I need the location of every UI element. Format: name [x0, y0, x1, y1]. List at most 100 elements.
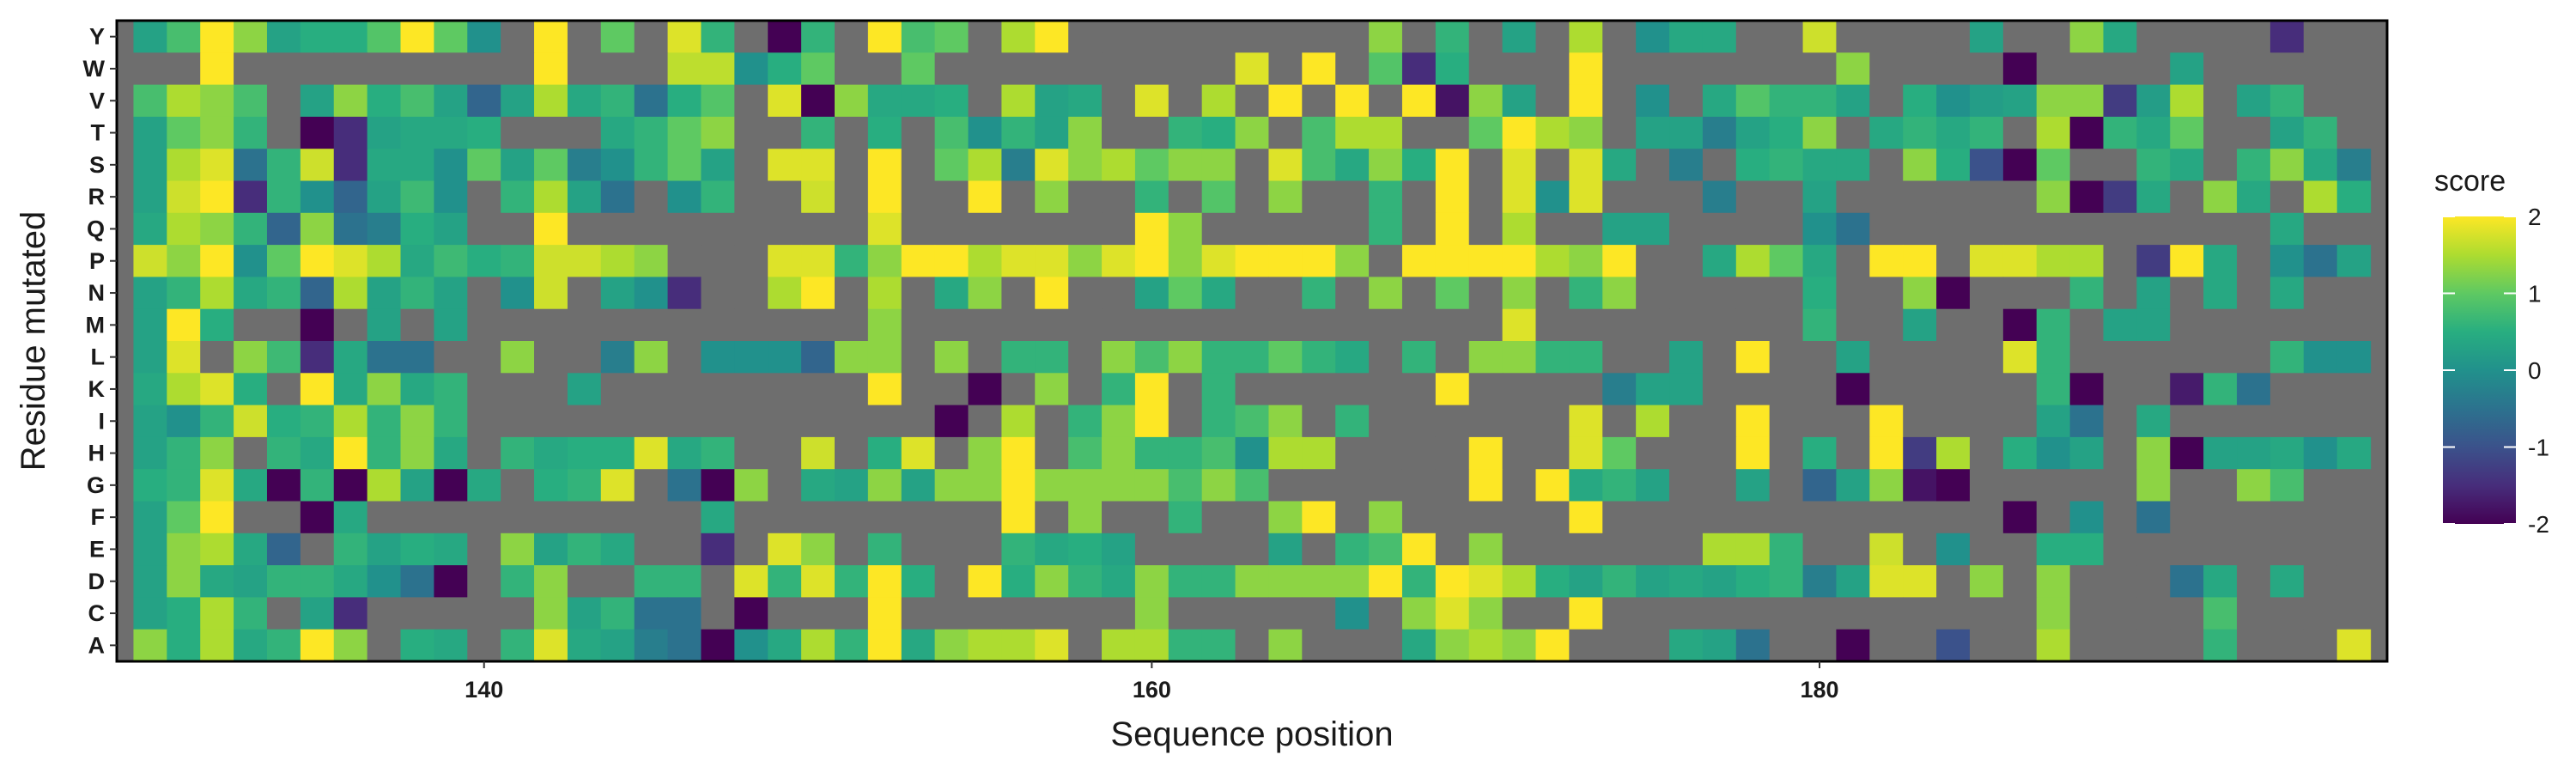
- heatmap-cell-N-137: [367, 277, 402, 310]
- heatmap-cell-K-169: [1435, 373, 1470, 406]
- heatmap-cell-Y-168: [1401, 21, 1437, 53]
- heatmap-cell-A-140: [467, 629, 501, 662]
- heatmap-cell-D-181: [1836, 565, 1870, 598]
- heatmap-cell-P-196: [2336, 245, 2372, 277]
- heatmap-cell-P-168: [1401, 245, 1437, 277]
- heatmap-cell-K-152: [867, 373, 902, 406]
- heatmap-cell-H-144: [600, 436, 635, 470]
- heatmap-cell-L-161: [1168, 341, 1203, 374]
- heatmap-cell-L-185: [1969, 341, 2004, 374]
- heatmap-cell-E-170: [1468, 533, 1504, 566]
- heatmap-cell-T-148: [734, 116, 769, 149]
- heatmap-cell-Q-188: [2069, 212, 2105, 246]
- heatmap-cell-R-162: [1201, 180, 1236, 214]
- heatmap-cell-P-136: [333, 245, 368, 277]
- heatmap-cell-H-145: [634, 436, 669, 470]
- heatmap-cell-E-136: [333, 533, 368, 566]
- heatmap-cell-M-183: [1903, 308, 1937, 342]
- heatmap-cell-C-184: [1936, 597, 1971, 630]
- heatmap-cell-M-137: [367, 308, 402, 342]
- heatmap-cell-K-195: [2303, 373, 2338, 406]
- heatmap-cell-F-160: [1134, 501, 1170, 534]
- heatmap-cell-R-177: [1702, 180, 1737, 214]
- heatmap-cell-T-150: [801, 116, 835, 149]
- heatmap-cell-E-192: [2203, 533, 2238, 566]
- heatmap-cell-C-150: [801, 597, 835, 630]
- heatmap-cell-Y-135: [300, 21, 335, 53]
- heatmap-cell-S-133: [234, 149, 268, 182]
- heatmap-cell-F-190: [2136, 501, 2171, 534]
- heatmap-cell-E-143: [567, 533, 602, 566]
- heatmap-cell-E-153: [901, 533, 936, 566]
- legend-colorbar: [2443, 216, 2516, 524]
- heatmap-cell-F-150: [801, 501, 835, 534]
- heatmap-cell-K-150: [801, 373, 835, 406]
- heatmap-cell-Y-186: [2002, 21, 2038, 53]
- heatmap-cell-N-148: [734, 277, 769, 310]
- heatmap-cell-N-132: [200, 277, 234, 310]
- heatmap-cell-D-184: [1936, 565, 1971, 598]
- heatmap-cell-W-187: [2036, 52, 2071, 86]
- heatmap-cell-C-160: [1134, 597, 1170, 630]
- heatmap-cell-A-141: [501, 629, 535, 662]
- heatmap-cell-K-131: [167, 373, 201, 406]
- heatmap-cell-T-143: [567, 116, 602, 149]
- heatmap-cell-T-179: [1769, 116, 1804, 149]
- heatmap-cell-S-195: [2303, 149, 2338, 182]
- heatmap-cell-L-156: [1001, 341, 1036, 374]
- heatmap-cell-L-141: [501, 341, 535, 374]
- heatmap-cell-M-186: [2002, 308, 2038, 342]
- heatmap-cell-Q-161: [1168, 212, 1203, 246]
- heatmap-cell-V-150: [801, 84, 835, 118]
- heatmap-cell-S-165: [1302, 149, 1336, 182]
- heatmap-cell-F-185: [1969, 501, 2004, 534]
- heatmap-cell-E-152: [867, 533, 902, 566]
- heatmap-cell-A-130: [133, 629, 167, 662]
- heatmap-cell-R-178: [1735, 180, 1771, 214]
- heatmap-cell-F-183: [1903, 501, 1937, 534]
- heatmap-cell-D-153: [901, 565, 936, 598]
- y-axis-title: Residue mutated: [15, 211, 52, 471]
- heatmap-cell-I-190: [2136, 405, 2171, 438]
- heatmap-cell-V-134: [266, 84, 301, 118]
- heatmap-cell-T-145: [634, 116, 669, 149]
- heatmap-cell-I-164: [1268, 405, 1303, 438]
- heatmap-cell-Y-162: [1201, 21, 1236, 53]
- heatmap-cell-D-147: [701, 565, 735, 598]
- heatmap-cell-Q-150: [801, 212, 835, 246]
- heatmap-cell-R-140: [467, 180, 501, 214]
- heatmap-cell-K-132: [200, 373, 234, 406]
- heatmap-cell-I-132: [200, 405, 234, 438]
- heatmap-cell-F-139: [434, 501, 468, 534]
- heatmap-cell-V-160: [1134, 84, 1170, 118]
- heatmap-cell-L-139: [434, 341, 468, 374]
- heatmap-cell-R-154: [934, 180, 969, 214]
- heatmap-cell-I-161: [1168, 405, 1203, 438]
- heatmap-cell-P-143: [567, 245, 602, 277]
- heatmap-cell-N-141: [501, 277, 535, 310]
- heatmap-cell-G-157: [1035, 469, 1069, 502]
- heatmap-cell-T-139: [434, 116, 468, 149]
- y-tick-label-G: G: [87, 472, 105, 498]
- heatmap-cell-T-191: [2170, 116, 2204, 149]
- heatmap-cell-Q-191: [2170, 212, 2204, 246]
- y-tick-label-K: K: [88, 376, 106, 402]
- heatmap-cell-V-193: [2237, 84, 2271, 118]
- heatmap-cell-I-169: [1435, 405, 1470, 438]
- heatmap-cell-T-171: [1502, 116, 1537, 149]
- heatmap-cell-D-195: [2303, 565, 2338, 598]
- heatmap-cell-R-193: [2237, 180, 2271, 214]
- heatmap-cell-D-146: [667, 565, 702, 598]
- heatmap-cell-T-133: [234, 116, 268, 149]
- heatmap-cell-I-134: [266, 405, 301, 438]
- heatmap-cell-D-136: [333, 565, 368, 598]
- heatmap-cell-A-180: [1802, 629, 1838, 662]
- heatmap-cell-M-189: [2103, 308, 2137, 342]
- heatmap-cell-C-179: [1769, 597, 1804, 630]
- heatmap-cell-K-157: [1035, 373, 1069, 406]
- heatmap-cell-G-131: [167, 469, 201, 502]
- heatmap-cell-W-157: [1035, 52, 1069, 86]
- heatmap-cell-I-178: [1735, 405, 1771, 438]
- heatmap-cell-L-152: [867, 341, 902, 374]
- heatmap-cell-C-163: [1235, 597, 1270, 630]
